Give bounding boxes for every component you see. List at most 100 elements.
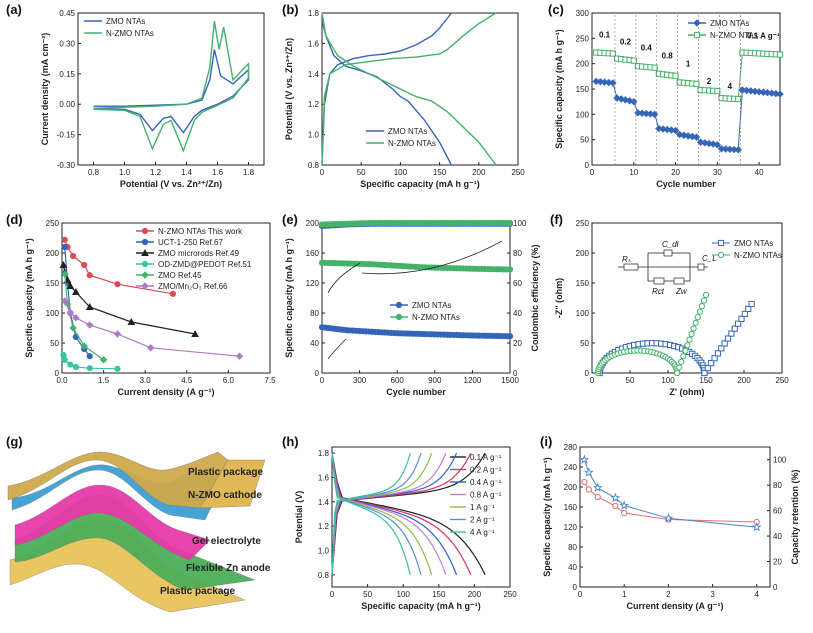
circuit-label: C_L [702, 254, 717, 263]
legend-label: N-ZMO NTAs [710, 31, 758, 40]
y-axis-label: Specific capacity (mA h g⁻¹) [284, 238, 294, 357]
data-point [680, 353, 687, 360]
data-point [86, 272, 93, 279]
data-point [751, 522, 762, 532]
x-tick-label: 250 [511, 168, 525, 177]
legend-marker [141, 282, 149, 290]
x-axis-label: Z' (ohm) [669, 387, 704, 397]
data-point [80, 342, 88, 350]
y2-tick-label: 60 [513, 279, 522, 288]
data-point [690, 325, 697, 332]
circuit-label: C_dl [662, 240, 679, 249]
legend-label: 2 A g⁻¹ [470, 516, 495, 525]
data-point [61, 243, 68, 251]
data-point [114, 281, 121, 288]
legend-marker [141, 271, 149, 279]
x-tick-label: 0 [330, 590, 335, 599]
data-point [724, 335, 732, 342]
x-tick-label: 40 [755, 168, 764, 177]
data-point [672, 72, 679, 79]
y-axis-label: Potential (V vs. Zn²⁺/Zn) [284, 38, 294, 140]
x-axis-label: Cycle number [386, 387, 446, 397]
discharge-curve [331, 453, 447, 576]
panel-b: (b) 0 50 100 150 200 250 0.8 1.0 1.2 1.4 1.6 1.8 Spec… [282, 2, 525, 189]
legend-label: 1 A g⁻¹ [470, 503, 495, 512]
x-tick-label: 200 [468, 590, 482, 599]
charge-curve [331, 452, 447, 575]
y-tick-label: 240 [564, 463, 578, 472]
y-tick-label: 100 [576, 309, 590, 318]
x-tick-label: 3.0 [140, 376, 152, 385]
y-tick-label: 160 [306, 249, 320, 258]
data-point [147, 344, 155, 352]
axis-arrow [327, 262, 361, 294]
y-tick-label: 120 [564, 523, 578, 532]
y-tick-label: 280 [564, 443, 578, 452]
y-tick-label: 0 [585, 369, 590, 378]
circuit-label: Zw [675, 287, 688, 296]
panel-d: (d) 0.0 1.5 3.0 4.5 6.0 7.5 0 50 100 150 200 250 Curr… [6, 212, 276, 397]
panel-label: (d) [6, 212, 23, 227]
panel-label: (f) [550, 212, 563, 227]
data-point [235, 352, 244, 360]
x-tick-label: 4 [755, 590, 760, 599]
y-tick-label: 40 [568, 563, 577, 572]
layer-label: Flexible Zn anode [186, 563, 271, 574]
panel-label: (e) [282, 212, 298, 227]
panel-label: (i) [540, 434, 552, 449]
data-point [693, 80, 700, 88]
data-point [579, 454, 590, 464]
capacitor-symbol [697, 263, 705, 271]
data-point [714, 87, 721, 95]
data-point [609, 79, 617, 87]
rate-annotation: 1 [686, 60, 691, 69]
panel-c: (c) 0 10 20 30 40 0 50 100 150 200 250 300 Cycle numb… [548, 2, 784, 189]
data-point [114, 365, 121, 372]
data-point [676, 364, 683, 371]
y-tick-label: 200 [576, 60, 590, 69]
legend-label: N-ZMO NTAs [106, 29, 154, 38]
plastic-package-flap [199, 459, 266, 509]
y-tick-label: 200 [564, 483, 578, 492]
data-point [735, 320, 742, 327]
y-tick-label: 100 [46, 309, 60, 318]
data-point [701, 369, 708, 377]
x-tick-label: 100 [394, 168, 408, 177]
data-point [745, 305, 752, 313]
legend-label: ZMO NTAs [412, 301, 451, 310]
y-axis-label: Specific capacity (mA h g⁻¹) [24, 238, 34, 357]
x-axis-label: Cycle number [656, 179, 716, 189]
y-tick-label: 0.45 [59, 9, 75, 18]
data-point [671, 126, 680, 135]
legend-label: 0.4 A g⁻¹ [470, 478, 502, 487]
y-tick-label: 1.0 [308, 131, 320, 140]
x-tick-label: 100 [397, 590, 411, 599]
axis-arrow [361, 240, 503, 275]
data-point [700, 297, 708, 304]
data-point [191, 329, 199, 337]
x-tick-label: 1.0 [119, 168, 131, 177]
y-tick-label: 1.8 [308, 9, 320, 18]
plot-frame [591, 222, 783, 374]
data-point [506, 333, 514, 340]
y-tick-label: 80 [568, 543, 577, 552]
x-tick-label: 1200 [464, 376, 482, 385]
legend-label: N-ZMO NTAs [388, 139, 436, 148]
y-tick-label: 0.8 [318, 571, 330, 580]
data-point [686, 336, 693, 343]
y-axis-label: Specific capacity (mA h g⁻¹) [554, 29, 564, 148]
x-tick-label: 200 [472, 168, 486, 177]
x-tick-label: 10 [629, 168, 638, 177]
x-tick-label: 900 [428, 376, 442, 385]
data-point [718, 345, 725, 352]
circuit-label: Rₛ [622, 255, 632, 264]
layer-label: Plastic package [160, 586, 235, 597]
x-tick-label: 50 [357, 168, 366, 177]
legend-label: UCT-1-250 Ref.67 [158, 238, 223, 247]
data-point [61, 270, 69, 278]
legend-marker [693, 19, 701, 27]
legend-marker [141, 248, 149, 256]
data-point [66, 281, 75, 289]
data-point [684, 342, 691, 349]
